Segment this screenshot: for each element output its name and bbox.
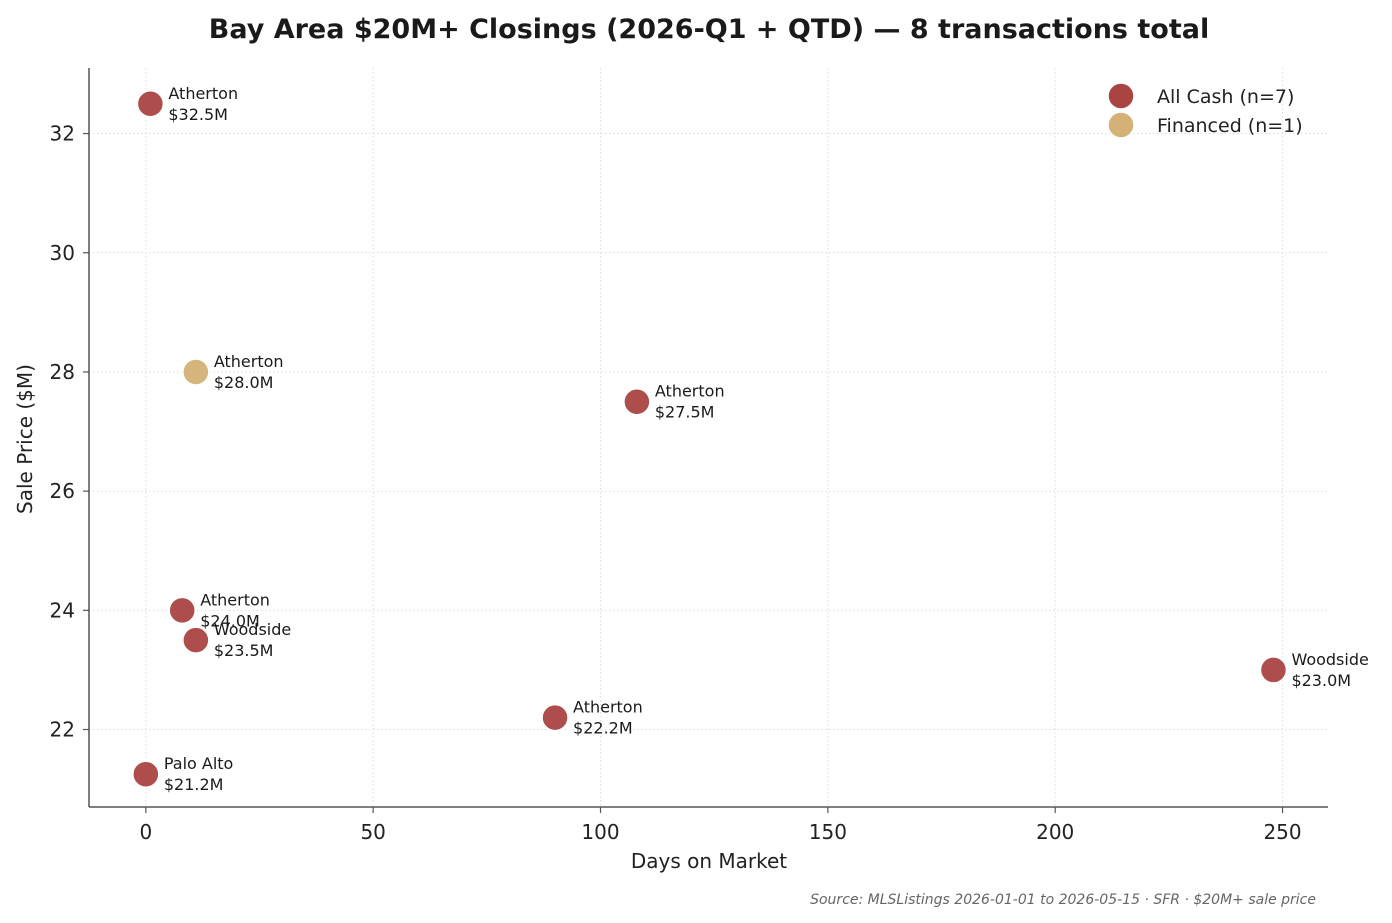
data-point-cash bbox=[623, 387, 651, 416]
x-tick-label: 150 bbox=[809, 820, 847, 844]
axes: 0 50 100 150 200 250 22 24 26 28 30 32 bbox=[50, 68, 1328, 844]
point-label-city: Atherton bbox=[214, 352, 284, 371]
point-label-city: Atherton bbox=[200, 590, 270, 609]
x-tick-label: 50 bbox=[360, 820, 385, 844]
point-label-price: $24.0M bbox=[200, 611, 260, 630]
legend: All Cash (n=7) Financed (n=1) bbox=[1107, 82, 1303, 139]
y-tick-label: 24 bbox=[50, 598, 75, 622]
legend-label: All Cash (n=7) bbox=[1157, 86, 1294, 108]
source-note: Source: MLSListings 2026-01-01 to 2026-0… bbox=[810, 892, 1316, 908]
x-tick-label: 200 bbox=[1036, 820, 1074, 844]
data-points: Atherton $32.5M Atherton $27.5M Atherton $24.… bbox=[132, 84, 1369, 794]
y-tick-label: 30 bbox=[50, 241, 75, 265]
point-label: Atherton $32.5M bbox=[168, 84, 238, 124]
chart-title: Bay Area $20M+ Closings (2026-Q1 + QTD) … bbox=[209, 14, 1210, 45]
legend-label: Financed (n=1) bbox=[1157, 115, 1303, 137]
y-tick-label: 28 bbox=[50, 360, 75, 384]
point-label-price: $32.5M bbox=[168, 105, 228, 124]
point-label-price: $21.2M bbox=[164, 775, 224, 794]
point-label-city: Atherton bbox=[573, 698, 643, 717]
point-label: Atherton $22.2M bbox=[573, 698, 643, 738]
point-label: Woodside $23.5M bbox=[214, 620, 291, 660]
legend-marker-financed bbox=[1107, 111, 1135, 139]
point-label-price: $23.5M bbox=[214, 641, 274, 660]
point-label: Atherton $27.5M bbox=[655, 382, 725, 422]
y-axis-label: Sale Price ($M) bbox=[13, 364, 37, 514]
point-label-city: Woodside bbox=[214, 620, 291, 639]
point-label: Atherton $28.0M bbox=[214, 352, 284, 392]
point-label-city: Atherton bbox=[168, 84, 238, 103]
point-label-price: $28.0M bbox=[214, 373, 274, 392]
data-point-cash bbox=[1259, 656, 1288, 684]
x-axis-label: Days on Market bbox=[631, 849, 787, 873]
data-point-cash bbox=[136, 90, 165, 118]
data-point-cash bbox=[541, 703, 569, 732]
point-label-price: $23.0M bbox=[1291, 671, 1351, 690]
point-label: Woodside $23.0M bbox=[1291, 650, 1368, 690]
data-point-cash bbox=[132, 760, 160, 788]
point-label: Palo Alto $21.2M bbox=[164, 754, 234, 794]
point-label: Atherton $24.0M bbox=[200, 590, 270, 630]
x-tick-label: 250 bbox=[1263, 820, 1301, 844]
point-label-price: $22.2M bbox=[573, 719, 633, 738]
y-tick-label: 22 bbox=[50, 718, 75, 742]
point-label-city: Woodside bbox=[1291, 650, 1368, 669]
data-point-cash bbox=[168, 596, 196, 625]
grid bbox=[89, 68, 1328, 807]
point-label-price: $27.5M bbox=[655, 403, 715, 422]
y-tick-label: 32 bbox=[50, 122, 75, 146]
x-tick-label: 100 bbox=[581, 820, 619, 844]
legend-marker-cash bbox=[1107, 82, 1135, 110]
data-point-cash bbox=[182, 626, 210, 654]
point-label-city: Palo Alto bbox=[164, 754, 234, 773]
data-point-financed bbox=[182, 358, 210, 386]
point-label-city: Atherton bbox=[655, 382, 725, 401]
y-tick-label: 26 bbox=[50, 479, 75, 503]
x-tick-label: 0 bbox=[139, 820, 152, 844]
